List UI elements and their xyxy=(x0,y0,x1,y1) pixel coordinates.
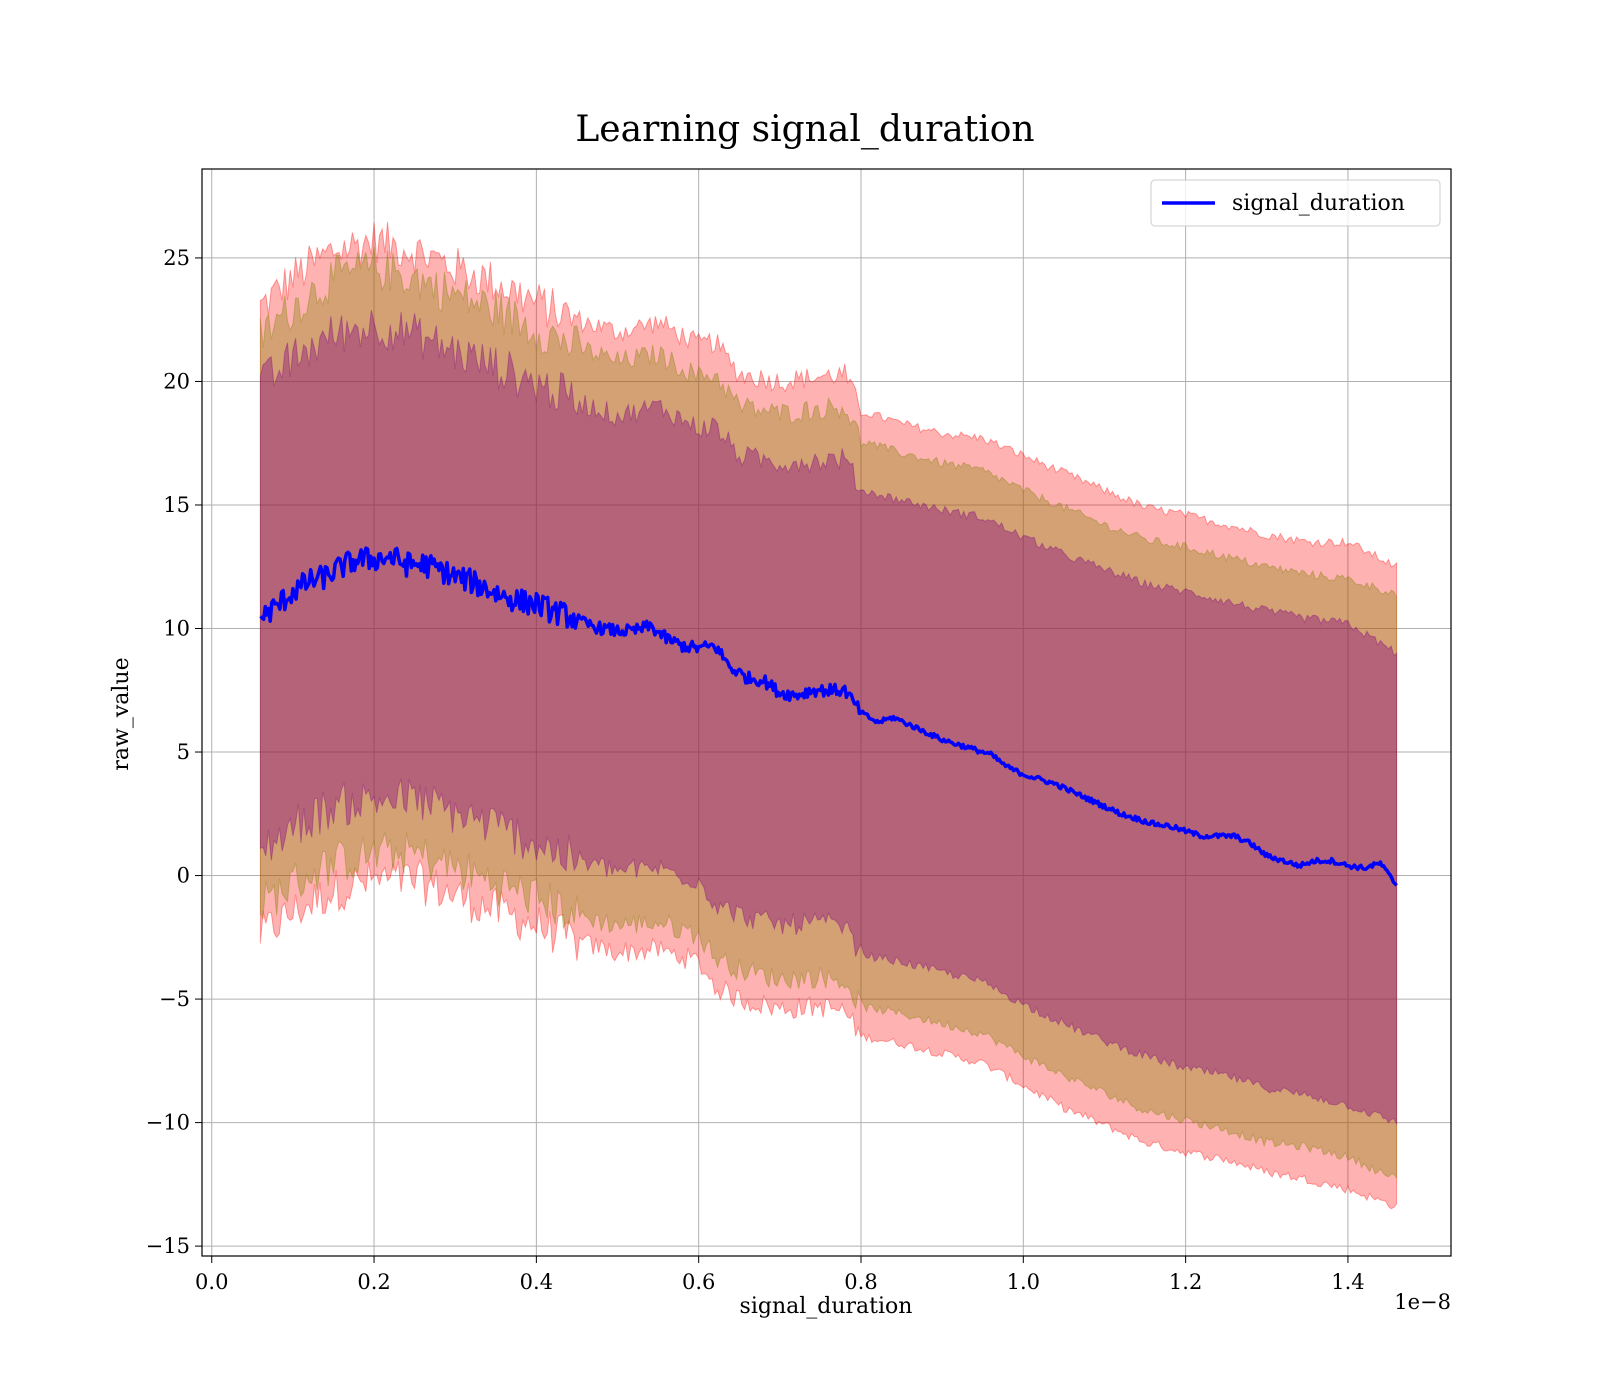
legend: signal_duration xyxy=(1150,179,1441,227)
y-tick-label: −10 xyxy=(146,1111,190,1135)
x-tick-label: 0.0 xyxy=(195,1270,228,1294)
y-tick-label: 25 xyxy=(163,246,190,270)
x-tick-label: 0.4 xyxy=(520,1270,553,1294)
y-tick-label: 5 xyxy=(177,740,190,764)
x-tick-label: 1.0 xyxy=(1007,1270,1040,1294)
y-tick-label: 10 xyxy=(163,617,190,641)
grid xyxy=(202,169,1451,1256)
band-outer xyxy=(259,221,1398,1210)
legend-box xyxy=(1150,179,1441,227)
x-axis-offset-text: 1e−8 xyxy=(1394,1290,1451,1314)
x-tick-label: 1.4 xyxy=(1331,1270,1364,1294)
y-tick-label: 20 xyxy=(163,369,190,393)
plot-area xyxy=(201,168,1452,1257)
plot-frame xyxy=(201,168,1452,1257)
y-axis-label: raw_value xyxy=(109,657,134,770)
y-tick-label: −5 xyxy=(159,987,190,1011)
band-middle xyxy=(259,247,1398,1180)
x-axis-label: signal_duration xyxy=(740,1294,913,1319)
series-lines xyxy=(259,546,1398,887)
y-tick-label: 0 xyxy=(177,864,190,888)
y-tick-label: −15 xyxy=(146,1234,190,1258)
series-line-signal-duration xyxy=(259,546,1398,887)
x-tick-label: 0.8 xyxy=(844,1270,877,1294)
x-tick-label: 1.2 xyxy=(1169,1270,1202,1294)
x-tick-label: 0.2 xyxy=(357,1270,390,1294)
y-axis-ticks: −15 −10 −5 0 5 10 15 20 25 xyxy=(146,246,202,1258)
plot-background xyxy=(202,169,1451,1256)
y-tick-label: 15 xyxy=(163,493,190,517)
band-inner xyxy=(259,309,1398,1126)
chart-title: Learning signal_duration xyxy=(575,109,1034,150)
x-axis-ticks: 0.0 0.2 0.4 0.6 0.8 1.0 1.2 1.4 xyxy=(195,1256,1365,1294)
legend-label-signal-duration: signal_duration xyxy=(1232,191,1405,216)
x-tick-label: 0.6 xyxy=(682,1270,715,1294)
confidence-bands xyxy=(259,221,1398,1210)
